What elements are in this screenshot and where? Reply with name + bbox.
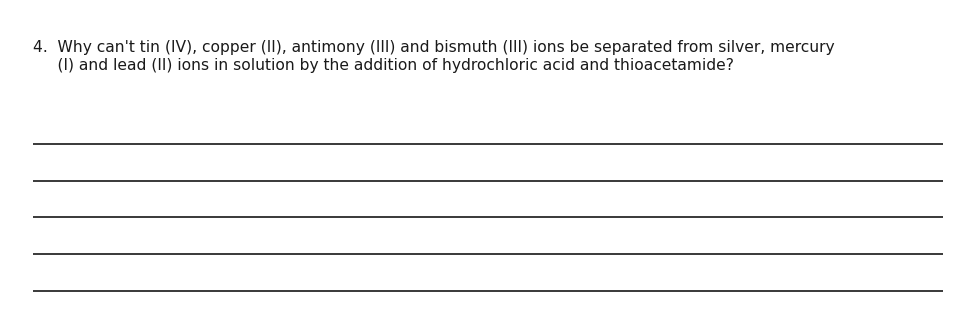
Text: 4.  Why can't tin (IV), copper (II), antimony (III) and bismuth (III) ions be se: 4. Why can't tin (IV), copper (II), anti… [33, 40, 835, 73]
